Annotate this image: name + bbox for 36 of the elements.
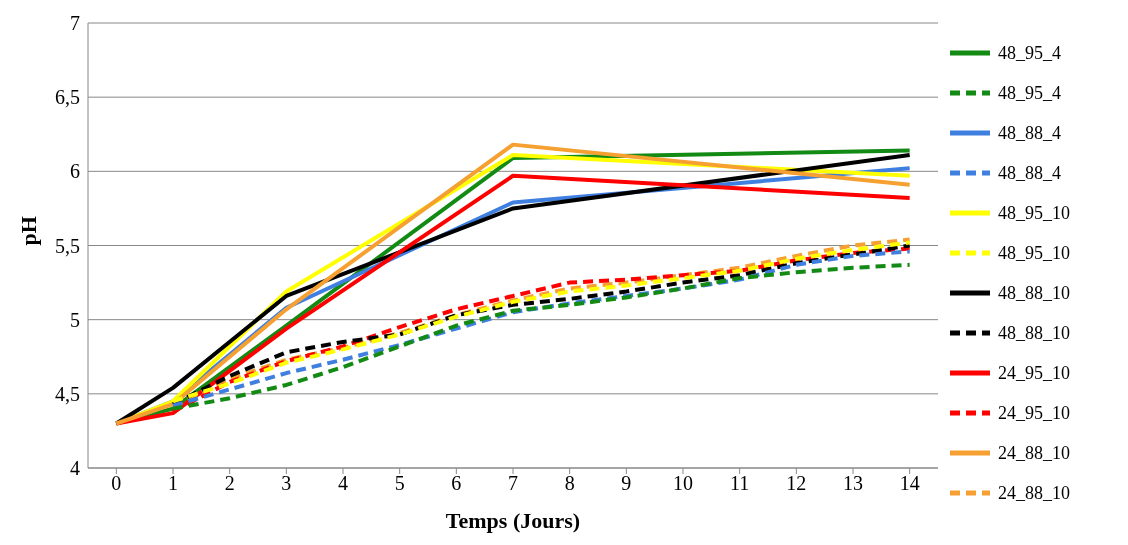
x-tick-label: 13 <box>843 472 863 495</box>
y-tick-label: 4 <box>70 457 80 480</box>
x-tick-label: 1 <box>168 472 178 495</box>
y-tick-label: 5 <box>70 308 80 331</box>
x-axis-title: Temps (Jours) <box>445 508 581 533</box>
y-tick-label: 6,5 <box>55 86 80 109</box>
legend-label: 48_88_10 <box>998 282 1070 304</box>
x-tick-label: 8 <box>564 472 575 495</box>
x-tick-label: 4 <box>338 472 348 495</box>
legend-label: 48_88_10 <box>998 322 1070 344</box>
legend-label: 48_95_4 <box>998 82 1061 104</box>
legend-label: 48_95_4 <box>998 42 1061 64</box>
legend-label: 24_95_10 <box>998 402 1070 424</box>
legend-label: 48_88_4 <box>998 162 1061 184</box>
legend-label: 48_95_10 <box>998 202 1070 224</box>
x-tick-label: 11 <box>730 472 750 495</box>
x-tick-label: 7 <box>508 472 518 495</box>
y-tick-label: 4,5 <box>55 382 80 405</box>
x-tick-label: 6 <box>451 472 462 495</box>
legend-label: 48_95_10 <box>998 242 1070 264</box>
y-tick-label: 7 <box>70 12 80 35</box>
x-tick-label: 14 <box>899 472 920 495</box>
x-tick-label: 10 <box>673 472 693 495</box>
y-tick-label: 6 <box>70 160 80 183</box>
legend-label: 24_95_10 <box>998 362 1070 384</box>
y-axis-title: pH <box>15 216 41 246</box>
legend-label: 48_88_4 <box>998 122 1061 144</box>
x-tick-label: 0 <box>111 472 122 495</box>
x-tick-label: 3 <box>281 472 292 495</box>
x-tick-label: 2 <box>224 472 235 495</box>
legend-label: 24_88_10 <box>998 442 1070 464</box>
x-tick-label: 5 <box>394 472 405 495</box>
y-tick-label: 5,5 <box>55 234 80 257</box>
x-tick-label: 9 <box>621 472 632 495</box>
x-tick-label: 12 <box>786 472 807 495</box>
legend-label: 24_88_10 <box>998 482 1070 504</box>
